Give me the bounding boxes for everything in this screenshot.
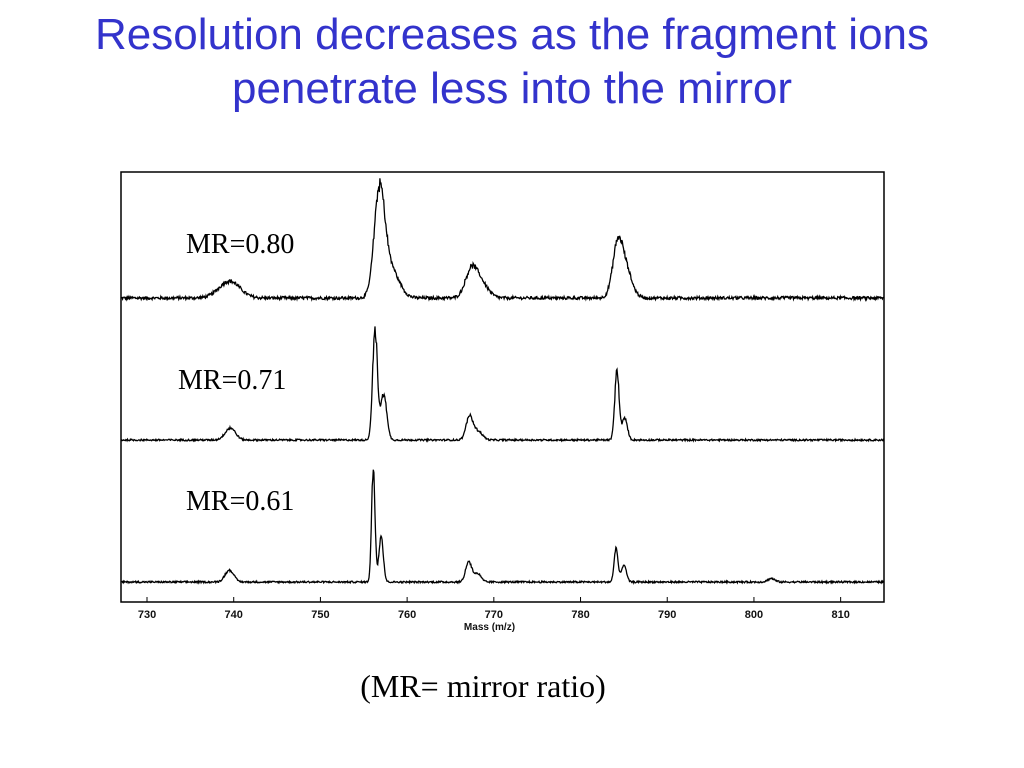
x-tick-label: 730 (138, 609, 156, 621)
mirror-ratio-caption: (MR= mirror ratio) (360, 668, 606, 704)
x-tick-label: 750 (311, 609, 329, 621)
slide-title: Resolution decreases as the fragment ion… (0, 8, 1024, 116)
x-tick-label: 770 (485, 609, 503, 621)
spectrum-line-1 (120, 178, 885, 302)
spectrum-line-3 (120, 469, 885, 585)
x-axis-title: Mass (m/z) (464, 622, 515, 633)
x-axis-ticks: 730 740 750 760 770 780 790 800 810 (138, 597, 850, 621)
series-label-3: MR=0.61 (186, 486, 294, 517)
x-tick-label: 740 (225, 609, 243, 621)
x-tick-label: 790 (658, 609, 676, 621)
x-tick-label: 800 (745, 609, 763, 621)
spectrum-line-2 (120, 326, 885, 443)
series-label-1: MR=0.80 (186, 229, 294, 260)
x-tick-label: 810 (831, 609, 849, 621)
chart-frame (120, 171, 885, 603)
x-tick-label: 760 (398, 609, 416, 621)
slide-title-line-1: Resolution decreases as the fragment ion… (94, 10, 930, 59)
series-labels: MR=0.80 MR=0.71 MR=0.61 (178, 229, 294, 517)
x-tick-label: 780 (571, 609, 589, 621)
spectra-series (120, 178, 885, 585)
series-label-2: MR=0.71 (178, 365, 286, 396)
slide-title-line-2: penetrate less into the mirror (231, 64, 793, 113)
